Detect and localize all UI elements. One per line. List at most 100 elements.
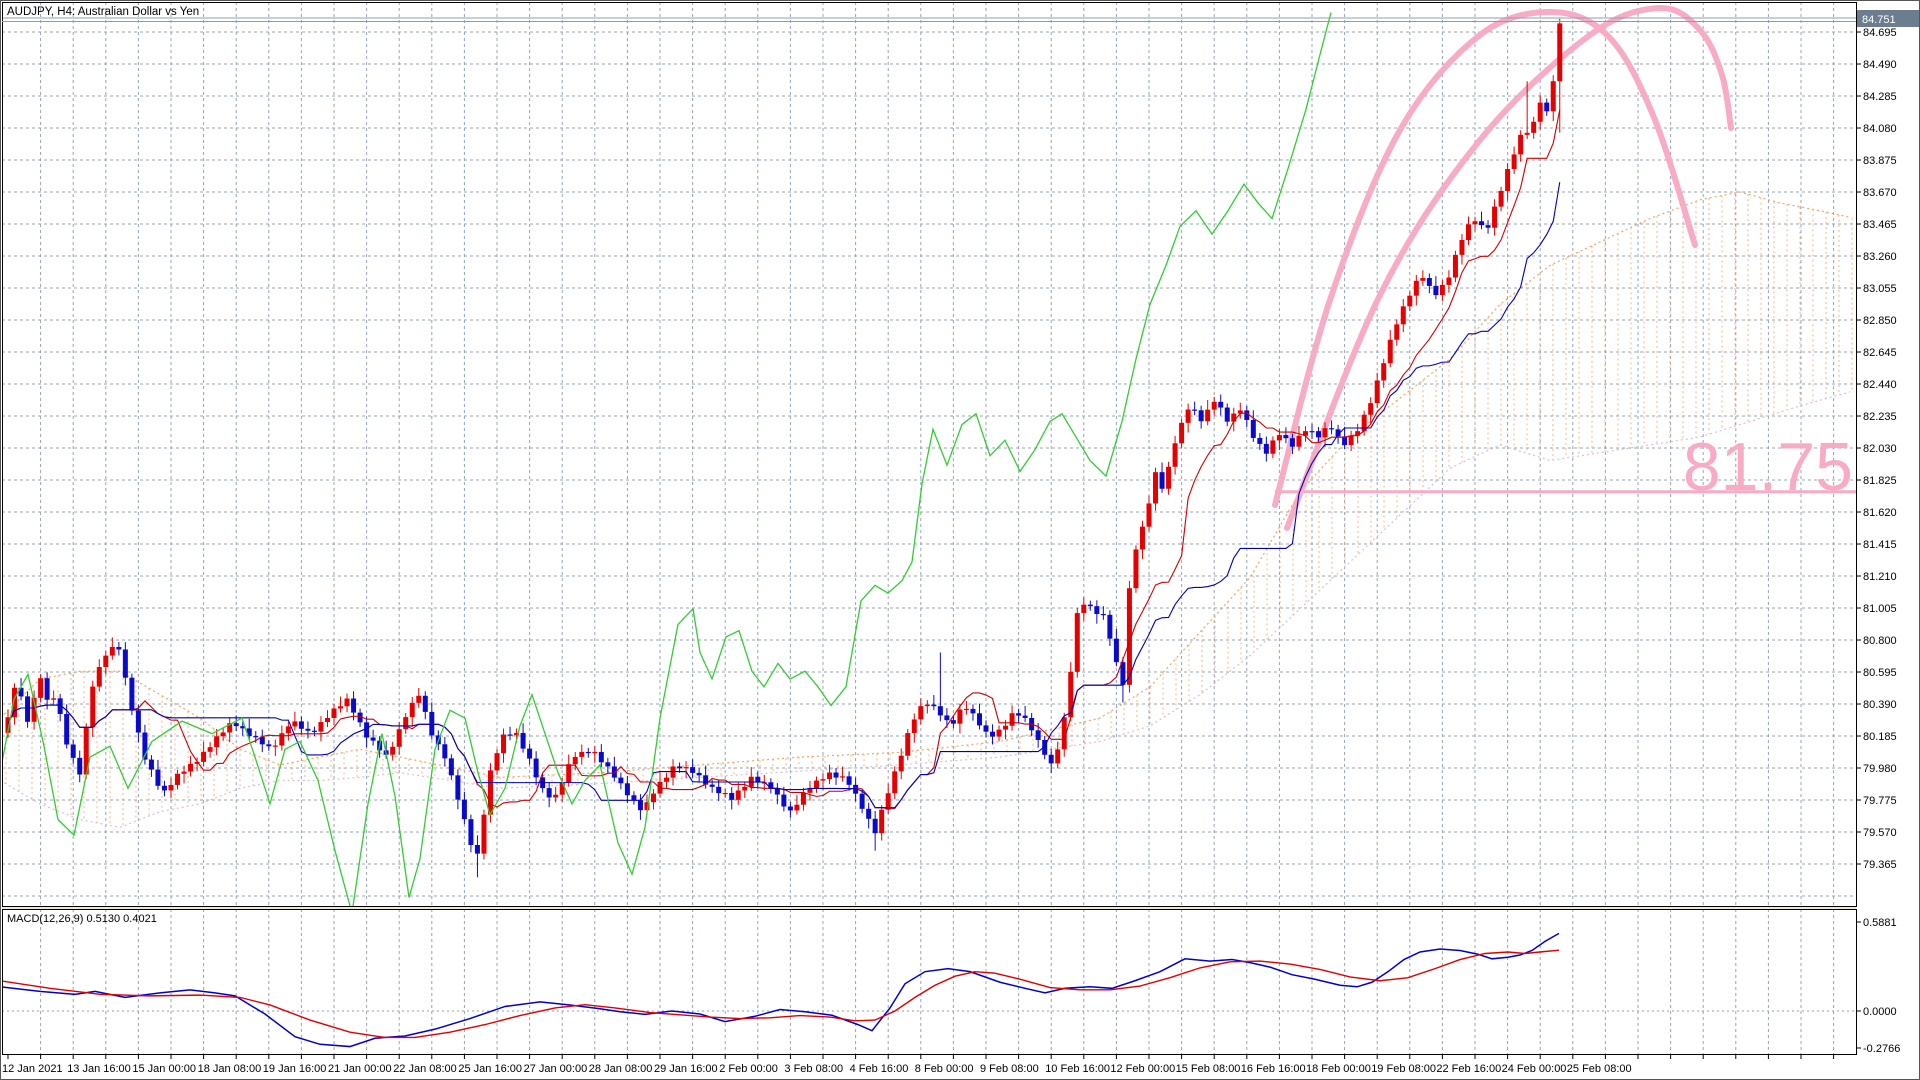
candle-body bbox=[70, 744, 76, 758]
candle-body bbox=[924, 704, 930, 707]
candle-body bbox=[840, 776, 846, 778]
candle-body bbox=[5, 717, 11, 733]
candle-body bbox=[1185, 409, 1191, 423]
time-axis[interactable]: 12 Jan 2021 13 Jan 16:00 15 Jan 00:00 18 Ja… bbox=[2, 1054, 1835, 1075]
candle-body bbox=[1205, 409, 1211, 422]
candle-body bbox=[1348, 435, 1354, 446]
candle-body bbox=[990, 731, 996, 737]
time-axis-label: 22 Jan 08:00 bbox=[393, 1063, 457, 1075]
candle-body bbox=[729, 792, 735, 800]
candle-body bbox=[279, 733, 285, 746]
candle-body bbox=[566, 764, 572, 783]
price-axis-label: 80.595 bbox=[1863, 667, 1897, 679]
candle-body bbox=[448, 758, 454, 776]
candle-body bbox=[1231, 413, 1237, 422]
candle-body bbox=[25, 696, 31, 722]
candle-body bbox=[1479, 221, 1485, 226]
price-axis-label: 79.980 bbox=[1863, 763, 1897, 775]
candle-body bbox=[879, 809, 885, 834]
candle-body bbox=[285, 726, 291, 734]
time-axis-label: 24 Feb 00:00 bbox=[1502, 1063, 1567, 1075]
candle-body bbox=[950, 720, 956, 724]
candle-body bbox=[1439, 284, 1445, 296]
drawn-objects[interactable] bbox=[1272, 4, 1856, 531]
time-axis-label: 3 Feb 08:00 bbox=[784, 1063, 843, 1075]
time-axis-label: 10 Feb 16:00 bbox=[1045, 1063, 1110, 1075]
chart-title: AUDJPY, H4: Australian Dollar vs Yen bbox=[7, 6, 199, 18]
candle-body bbox=[911, 719, 917, 734]
candle-body bbox=[983, 725, 989, 732]
candle-body bbox=[1048, 754, 1054, 764]
candle-body bbox=[761, 782, 767, 784]
candle-body bbox=[1511, 154, 1517, 170]
candle-body bbox=[1126, 588, 1132, 685]
price-axis-label: 84.285 bbox=[1863, 91, 1897, 103]
candle-body bbox=[1550, 81, 1556, 112]
candle-body bbox=[1139, 526, 1145, 550]
candle-body bbox=[370, 737, 376, 741]
candle-body bbox=[1153, 472, 1159, 504]
candle-body bbox=[220, 732, 226, 737]
candle-body bbox=[135, 710, 141, 733]
current-price-badge-text: 84.751 bbox=[1862, 14, 1896, 26]
candle-body bbox=[611, 766, 617, 778]
candle-body bbox=[1465, 224, 1471, 240]
support-level-label[interactable]: 81.75 bbox=[1683, 429, 1853, 505]
time-axis-label: 8 Feb 00:00 bbox=[915, 1063, 974, 1075]
candle-body bbox=[800, 792, 806, 805]
time-axis-label: 19 Feb 08:00 bbox=[1371, 1063, 1436, 1075]
candle-body bbox=[1283, 435, 1289, 439]
candle-body bbox=[1087, 604, 1093, 607]
candle-body bbox=[703, 775, 709, 785]
candle-body bbox=[481, 814, 487, 854]
candle-body bbox=[722, 792, 728, 795]
indicator-lines bbox=[2, 12, 1561, 906]
candle-body bbox=[696, 772, 702, 776]
candle-body bbox=[207, 747, 213, 752]
candle-body bbox=[298, 721, 304, 729]
candle-body bbox=[487, 770, 493, 815]
time-axis-label: 4 Feb 16:00 bbox=[850, 1063, 909, 1075]
candle-body bbox=[546, 788, 552, 798]
candle-body bbox=[1329, 428, 1335, 430]
candle-body bbox=[1068, 671, 1074, 718]
candle-body bbox=[429, 711, 435, 736]
candle-body bbox=[1094, 606, 1100, 615]
price-axis[interactable]: 84.695 84.490 84.285 84.080 83.875 83.670 83.4… bbox=[1856, 27, 1897, 871]
candle-body bbox=[109, 647, 115, 656]
candle-body bbox=[1420, 278, 1426, 281]
price-axis-label: 82.030 bbox=[1863, 443, 1897, 455]
candle-body bbox=[103, 655, 109, 668]
candle-body bbox=[83, 727, 89, 775]
pink-arc bbox=[1272, 8, 1698, 508]
time-axis-label: 29 Jan 16:00 bbox=[654, 1063, 718, 1075]
candle-body bbox=[324, 717, 330, 723]
candle-body bbox=[116, 647, 122, 650]
candle-body bbox=[259, 736, 265, 745]
time-axis-label: 12 Feb 00:00 bbox=[1110, 1063, 1175, 1075]
candle-body bbox=[1244, 410, 1250, 420]
candle-body bbox=[240, 726, 246, 729]
candle-body bbox=[233, 723, 239, 727]
candle-body bbox=[559, 782, 565, 795]
candle-body bbox=[677, 766, 683, 769]
candle-body bbox=[422, 695, 428, 712]
price-axis-label: 83.465 bbox=[1863, 219, 1897, 231]
candle-body bbox=[201, 751, 207, 762]
time-axis-label: 25 Jan 16:00 bbox=[458, 1063, 522, 1075]
candle-body bbox=[338, 706, 344, 709]
candle-body bbox=[1433, 285, 1439, 296]
price-axis-label: 81.415 bbox=[1863, 539, 1897, 551]
candle-body bbox=[709, 784, 715, 787]
candle-body bbox=[194, 761, 200, 764]
candle-body bbox=[44, 678, 50, 700]
price-axis-label: 80.390 bbox=[1863, 699, 1897, 711]
candle-body bbox=[533, 758, 539, 778]
candle-body bbox=[970, 708, 976, 714]
candle-body bbox=[1518, 134, 1524, 155]
candle-body bbox=[781, 794, 787, 807]
candle-body bbox=[605, 762, 611, 767]
candle-body bbox=[1446, 277, 1452, 285]
